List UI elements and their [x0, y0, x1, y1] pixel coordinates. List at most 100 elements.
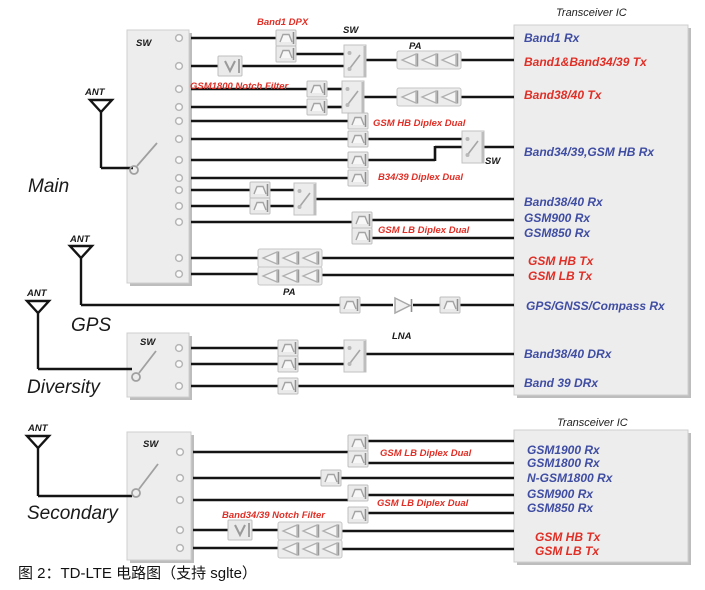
secondary-section-label: Secondary — [27, 503, 119, 524]
pa-amplifier-bank-icon — [257, 266, 323, 286]
gsm1800-notch-filter-icon — [217, 55, 243, 77]
t2-port-gsm900-rx: GSM900 Rx — [527, 487, 594, 501]
secondary-sw-label: SW — [143, 439, 159, 450]
secondary-ant-label: ANT — [27, 423, 49, 434]
band38-40-rx-filter-icon — [249, 197, 271, 215]
pa-amplifier-bank-icon — [277, 539, 343, 559]
t1-port-gsm-lb-tx: GSM LB Tx — [528, 269, 593, 283]
port-circle — [175, 473, 185, 483]
gps-ant-label: ANT — [69, 234, 91, 245]
port-circle — [174, 84, 184, 94]
diversity-switch-arm — [138, 350, 157, 374]
band1-pa-label: PA — [409, 41, 422, 52]
port-circle — [174, 217, 184, 227]
gsm-lb-diplex-filter-icon — [351, 211, 373, 229]
t1-port-band1-rx: Band1 Rx — [524, 31, 581, 45]
port-circle — [174, 359, 184, 369]
diversity-switch-arm-pivot — [131, 372, 141, 382]
port-circle — [174, 269, 184, 279]
port-circle — [174, 155, 184, 165]
b34-39-diplex-filter-icon — [347, 169, 369, 187]
transceiver-secondary-title: Transceiver IC — [557, 417, 628, 429]
port-circle — [174, 253, 184, 263]
port-circle — [175, 525, 185, 535]
port-circle — [174, 33, 184, 43]
gsm-lb-diplex-sec2-label: GSM LB Diplex Dual — [377, 498, 469, 509]
gsm-lb-diplex-filter-icon — [347, 434, 369, 452]
pa-amplifier-bank-icon — [257, 248, 323, 268]
t1-port-band1-band34-39-tx: Band1&Band34/39 Tx — [524, 55, 648, 69]
port-circle — [174, 185, 184, 195]
main-switch-arm — [136, 142, 158, 167]
gsm-lb-diplex-filter-icon — [347, 484, 369, 502]
gsm-lb-diplex-filter-icon — [347, 450, 369, 468]
hb-rx-switch-icon — [461, 130, 485, 164]
band1-dpx-filter-icon — [275, 29, 297, 47]
transceiver-main-box — [513, 24, 689, 396]
band38-40-rx-filter-icon — [249, 181, 271, 199]
t1-port-band38-40-drx: Band38/40 DRx — [524, 347, 613, 361]
diversity-section-label: Diversity — [27, 377, 101, 398]
secondary-switch-arm — [138, 463, 159, 490]
gsm1800-notch-label: GSM1800 Notch Filter — [190, 81, 289, 92]
t2-port-n-gsm1800-rx: N-GSM1800 Rx — [527, 471, 614, 485]
t1-port-band38-40-tx: Band38/40 Tx — [524, 88, 603, 102]
diversity-filter-icon — [277, 355, 299, 373]
gps-section-label: GPS — [71, 315, 111, 336]
t2-port-gsm850-rx: GSM850 Rx — [527, 501, 594, 515]
pa-amplifier-bank-icon — [396, 87, 462, 107]
t2-port-gsm-lb-tx: GSM LB Tx — [535, 544, 600, 558]
main-ant-label: ANT — [84, 87, 106, 98]
t1-port-gsm850-rx: GSM850 Rx — [524, 226, 591, 240]
pa-amplifier-bank-icon — [396, 50, 462, 70]
gsm-hb-diplex-filter-icon — [347, 112, 369, 130]
secondary-switch-arm-pivot — [131, 488, 141, 498]
main-sw-label: SW — [136, 38, 152, 49]
band38-40-filter-icon — [306, 80, 328, 98]
port-circle — [174, 343, 184, 353]
band39-drx-filter-icon — [277, 377, 299, 395]
b34-39-diplex-label: B34/39 Diplex Dual — [378, 172, 463, 183]
port-circle — [174, 381, 184, 391]
band34-39-notch-filter-icon — [227, 519, 253, 541]
port-circle — [174, 201, 184, 211]
t2-port-gsm1800-rx: GSM1800 Rx — [527, 456, 601, 470]
port-circle — [175, 495, 185, 505]
transceiver-secondary-box — [513, 429, 689, 563]
port-circle — [174, 134, 184, 144]
diversity-sw-label: SW — [140, 337, 156, 348]
band1-dpx-filter-icon — [275, 45, 297, 63]
diversity-switch-icon — [343, 339, 367, 373]
gsm-lb-diplex-sec1-label: GSM LB Diplex Dual — [380, 448, 472, 459]
main-section-label: Main — [28, 176, 69, 197]
t1-port-gsm900-rx: GSM900 Rx — [524, 211, 591, 225]
pa-amplifier-bank-icon — [277, 521, 343, 541]
port-circle — [174, 116, 184, 126]
hb-rx-sw-label: SW — [485, 156, 501, 167]
lna-label: LNA — [392, 331, 412, 342]
t1-port-band39-drx: Band 39 DRx — [524, 376, 599, 390]
band1-dpx-label: Band1 DPX — [257, 17, 309, 28]
band38-40-tx-switch-icon — [341, 80, 365, 114]
band1-tx-switch-icon — [343, 44, 367, 78]
band38-40-filter-icon — [306, 98, 328, 116]
port-circle — [174, 61, 184, 71]
diversity-antenna-icon — [24, 299, 52, 315]
t2-port-gsm-hb-tx: GSM HB Tx — [535, 530, 602, 544]
figure-caption: 图 2：TD-LTE 电路图（支持 sglte） — [18, 565, 257, 582]
gsm-lb-diplex-main-label: GSM LB Diplex Dual — [378, 225, 470, 236]
main-switch-arm-pivot — [129, 165, 139, 175]
gps-filter-icon — [439, 296, 461, 314]
port-circle — [175, 543, 185, 553]
transceiver-main-title: Transceiver IC — [556, 7, 627, 19]
gsm-lb-diplex-filter-icon — [351, 227, 373, 245]
t1-port-gsm-hb-tx: GSM HB Tx — [528, 254, 595, 268]
gps-antenna-icon — [67, 244, 95, 260]
diversity-filter-icon — [277, 339, 299, 357]
port-circle — [174, 102, 184, 112]
port-circle — [175, 447, 185, 457]
t1-port-band34-39-gsm-hb-rx: Band34/39,GSM HB Rx — [524, 145, 655, 159]
secondary-antenna-icon — [24, 434, 52, 450]
